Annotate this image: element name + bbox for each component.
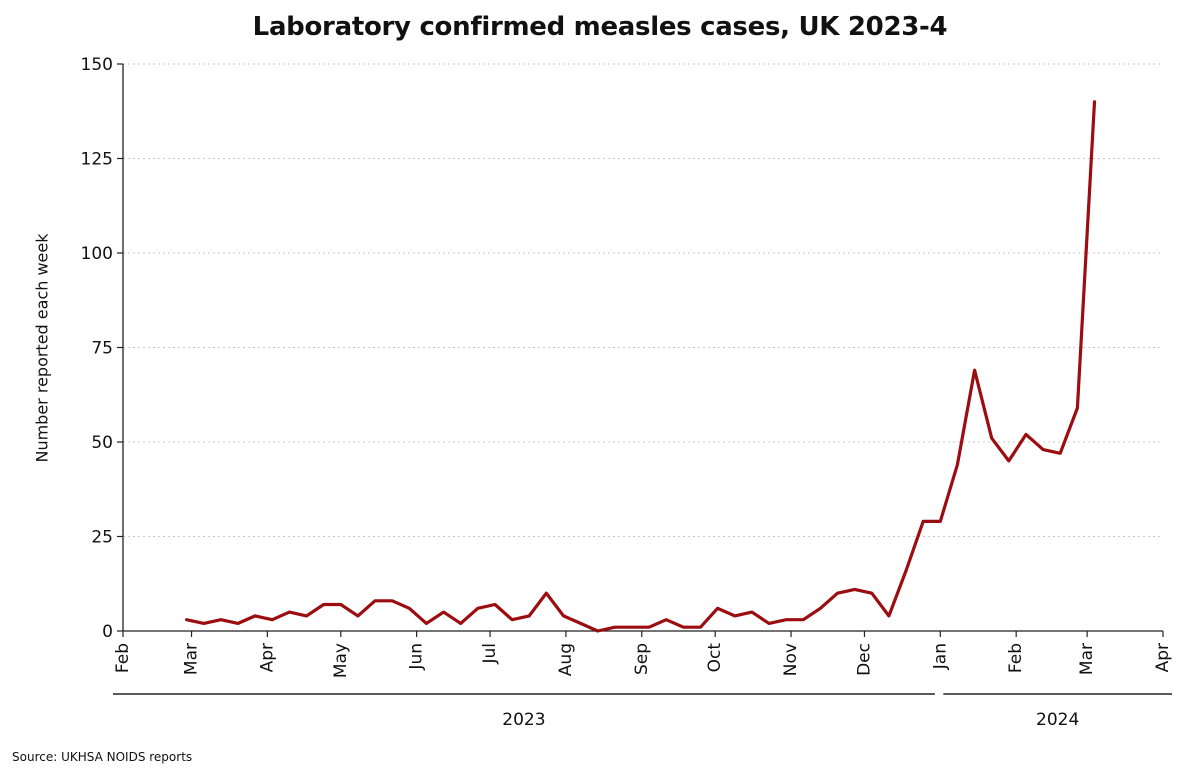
- gridlines: [123, 63, 1163, 537]
- series-group: [185, 100, 1097, 633]
- y-axis-ticks: 0 25 50 75 100 125 150: [81, 55, 123, 642]
- x-tick-label-mar-1: Mar: [182, 643, 202, 675]
- source-note: Source: UKHSA NOIDS reports: [12, 750, 193, 764]
- x-tick-label-sep-7: Sep: [632, 643, 652, 675]
- x-tick-label-nov-9: Nov: [781, 643, 801, 676]
- x-tick-label-apr-14: Apr: [1153, 643, 1173, 672]
- x-tick-label-dec-10: Dec: [854, 643, 874, 676]
- year-groups: 2023 2024: [113, 693, 1172, 730]
- y-tick-label-150: 150: [81, 55, 113, 75]
- x-tick-label-oct-8: Oct: [705, 643, 725, 673]
- x-axis-ticks: Feb Mar Apr May Jun Jul Aug Sep Oct Nov Dec Jan Feb M…: [113, 631, 1173, 678]
- x-tick-label-mar-13: Mar: [1077, 643, 1097, 675]
- x-tick-label-may-3: May: [331, 643, 351, 678]
- x-tick-label-jul-5: Jul: [480, 643, 500, 665]
- x-tick-label-apr-2: Apr: [257, 643, 277, 672]
- y-tick-label-75: 75: [91, 339, 113, 359]
- y-tick-label-0: 0: [102, 622, 113, 642]
- x-tick-label-aug-6: Aug: [556, 643, 576, 676]
- year-label-2024: 2024: [1036, 710, 1079, 730]
- x-tick-label-jun-4: Jun: [407, 643, 427, 671]
- x-tick-label-feb-0: Feb: [113, 643, 133, 673]
- y-tick-label-100: 100: [81, 244, 113, 264]
- y-tick-label-25: 25: [91, 528, 113, 548]
- year-label-2023: 2023: [502, 710, 545, 730]
- series-line-0: [185, 100, 1097, 633]
- x-tick-label-jan-11: Jan: [930, 643, 950, 670]
- y-tick-label-50: 50: [91, 433, 113, 453]
- x-tick-label-feb-12: Feb: [1006, 643, 1026, 673]
- y-tick-label-125: 125: [81, 150, 113, 170]
- chart-title: Laboratory confirmed measles cases, UK 2…: [252, 12, 948, 42]
